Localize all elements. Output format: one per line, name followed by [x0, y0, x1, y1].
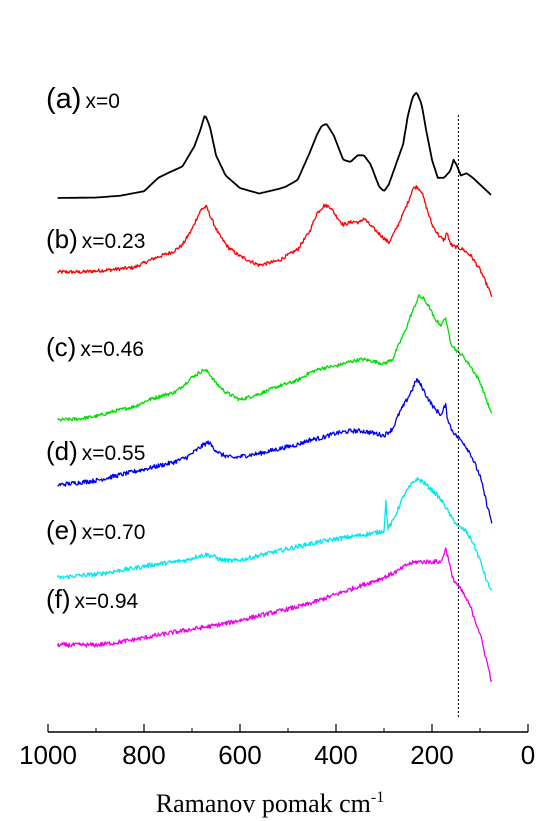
- x-axis-title-superscript: -1: [371, 789, 384, 806]
- series-line-4: [57, 377, 493, 524]
- x-tick-label: 600: [218, 740, 261, 770]
- x-tick-label: 1000: [19, 740, 77, 770]
- x-axis-title: Ramanov pomak cm-1: [156, 789, 385, 818]
- x-tick-label: 400: [314, 740, 357, 770]
- series-line-1: [57, 91, 492, 199]
- series-line-3: [57, 294, 493, 422]
- series-labels: (a) x=0 (b) x=0.23 (c) x=0.46 (d) x=0.55 (e) x=0.…: [46, 83, 145, 614]
- series-label-1: (a) x=0: [46, 83, 120, 115]
- series-line-6: [56, 547, 493, 682]
- x-axis: 1000 800 600 400 200 0: [19, 724, 535, 770]
- series-label-4: (d) x=0.55: [46, 436, 145, 466]
- series-lines: [56, 91, 493, 718]
- series-label-6: (f) x=0.94: [46, 584, 139, 614]
- series-label-2: (b) x=0.23: [46, 224, 145, 254]
- series-label-3: (c) x=0.46: [46, 332, 144, 362]
- series-line-5: [56, 476, 493, 591]
- series-label-5: (e) x=0.70: [46, 515, 145, 545]
- x-tick-label: 800: [122, 740, 165, 770]
- series-line-2: [57, 184, 493, 298]
- x-tick-label: 200: [410, 740, 453, 770]
- x-tick-label: 0: [521, 740, 535, 770]
